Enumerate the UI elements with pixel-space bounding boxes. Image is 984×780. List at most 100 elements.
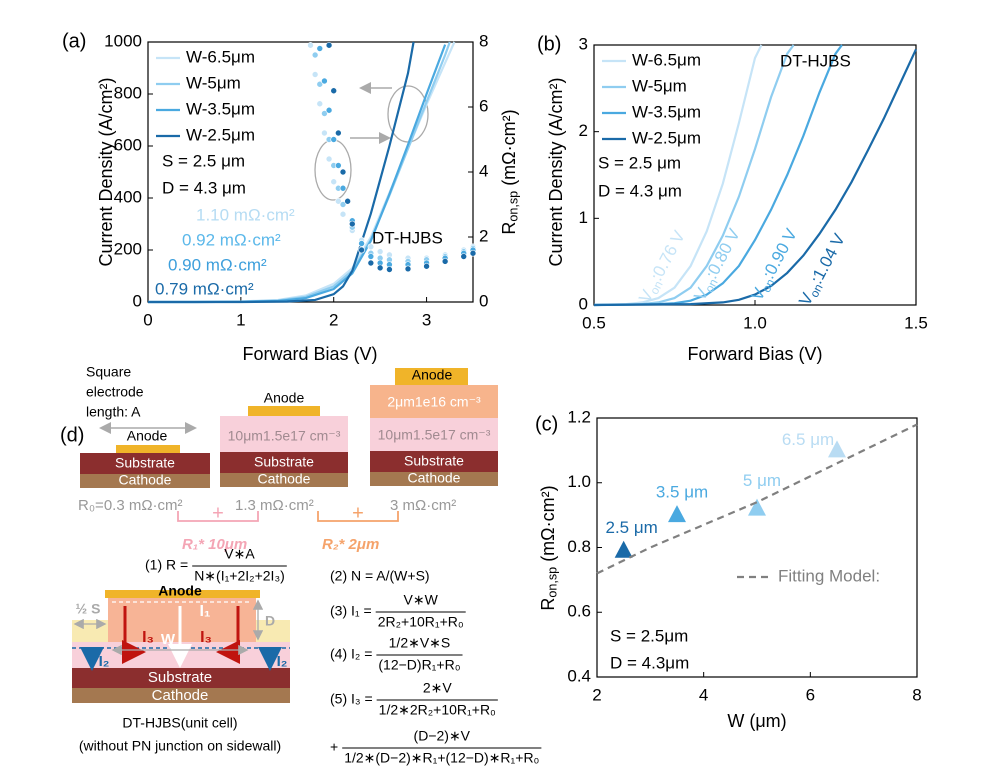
equation-numerator: 1/2∗V∗S xyxy=(389,635,451,651)
note: length: A xyxy=(86,404,141,420)
label-part: on,sp xyxy=(507,191,521,222)
x-tick-label: 0.5 xyxy=(582,313,606,332)
step-sign: + xyxy=(212,502,224,524)
ron-dot xyxy=(335,129,342,137)
ron-dot xyxy=(358,246,365,254)
point-label: 3.5 μm xyxy=(656,483,708,502)
ron-dot xyxy=(330,136,338,143)
point-label: 2.5 μm xyxy=(606,518,658,537)
equation-denominator: 2R₂+10R₁+R₀ xyxy=(378,614,464,630)
equation-numerator: 2∗V xyxy=(423,680,453,696)
legend-label: W-2.5μm xyxy=(186,125,255,144)
von-label: Von:1.04 V xyxy=(796,230,852,310)
note: Square xyxy=(86,364,131,380)
ron-dot xyxy=(339,201,347,208)
ron-dot xyxy=(335,197,342,205)
anode xyxy=(105,590,260,598)
cell-label: Substrate xyxy=(148,669,212,686)
drift-layer xyxy=(220,416,348,452)
equation: (2) N = A/(W+S) xyxy=(330,568,430,584)
layer-label: 2μm1e16 cm⁻³ xyxy=(387,394,481,410)
label-part: :1.04 V xyxy=(807,230,849,287)
note: electrode xyxy=(86,384,144,400)
label-part: (mΩ·cm²) xyxy=(499,109,519,190)
x-tick-label: 1.5 xyxy=(904,313,928,332)
x-tick-label: 3 xyxy=(422,310,431,329)
equation-denominator: N∗(I₁+2I₂+2I₃) xyxy=(194,568,285,584)
substrate xyxy=(220,452,348,473)
cell-label: I₁ xyxy=(199,603,210,620)
cell-label: ½ S xyxy=(76,601,101,617)
point-label: 5 μm xyxy=(743,471,781,490)
annotation: D = 4.3μm xyxy=(610,653,689,672)
ron-dot xyxy=(358,240,365,247)
ron-dot xyxy=(339,168,347,176)
y-axis-label: Ron,sp (mΩ·cm²) xyxy=(538,485,560,610)
panel-label: (a) xyxy=(62,30,86,52)
legend-label: W-5μm xyxy=(632,76,687,95)
label-part: on xyxy=(647,279,666,297)
y-tick-label: 3 xyxy=(579,34,588,53)
panel-label: (b) xyxy=(537,33,561,55)
equation-label: (5) I₃ = xyxy=(330,691,373,707)
series-line xyxy=(593,48,917,307)
ron-dot xyxy=(423,262,430,270)
y-tick-label: 0 xyxy=(133,291,142,310)
ron-dot xyxy=(307,41,314,49)
equation-label: (4) I₂ = xyxy=(330,646,372,662)
y-tick-label: 400 xyxy=(114,187,142,206)
y-axis-label: Current Density (A/cm²) xyxy=(96,77,116,266)
x-tick-label: 4 xyxy=(699,685,708,704)
ron-dot xyxy=(404,265,412,273)
ron-dot xyxy=(311,71,319,78)
y2-tick-label: 8 xyxy=(479,31,488,50)
ron-dot xyxy=(376,248,384,255)
substrate xyxy=(72,668,290,688)
y2-tick-label: 6 xyxy=(479,96,488,115)
resistance: 3 mΩ·cm² xyxy=(390,497,456,514)
series-line xyxy=(596,423,918,575)
annotation: DT-HJBS xyxy=(372,228,443,247)
y-tick-label: 2 xyxy=(579,121,588,140)
cell-label: W xyxy=(161,631,176,648)
ron-dot xyxy=(344,197,351,205)
label-part: (mΩ·cm²) xyxy=(538,485,558,566)
resistance: R₀=0.3 mΩ·cm² xyxy=(78,497,183,514)
y-tick-label: 600 xyxy=(114,135,142,154)
ron-dot xyxy=(316,80,324,88)
ron-dot xyxy=(321,110,328,117)
ron-dot xyxy=(316,100,324,108)
x-tick-label: 1.0 xyxy=(743,313,767,332)
series-line xyxy=(593,44,843,307)
legend-label: W-5μm xyxy=(186,73,241,92)
resistance: 1.3 mΩ·cm² xyxy=(235,497,314,514)
ron-dot xyxy=(330,178,338,186)
anode xyxy=(248,406,320,416)
y-tick-label: 0.6 xyxy=(567,602,591,621)
y2-axis-label: Ron,sp (mΩ·cm²) xyxy=(499,109,521,234)
y-tick-label: 1.2 xyxy=(567,407,591,426)
annotation: S = 2.5 μm xyxy=(598,153,681,172)
y2-tick-label: 4 xyxy=(479,161,488,180)
ron-dot xyxy=(367,243,375,251)
annotation: S = 2.5μm xyxy=(610,626,688,645)
y-tick-label: 1 xyxy=(579,208,588,227)
data-point xyxy=(748,498,766,516)
layer-label: Cathode xyxy=(258,471,311,487)
cathode xyxy=(370,472,498,486)
ron-dot xyxy=(376,264,384,272)
ron-dot xyxy=(325,106,333,114)
legend-label: Fitting Model: xyxy=(778,566,880,585)
label-part: on,sp xyxy=(546,567,560,598)
equation-numerator: (D−2)∗V xyxy=(414,728,471,744)
ron-dot xyxy=(348,220,356,228)
ron-dot xyxy=(325,41,333,49)
substrate xyxy=(80,453,210,474)
layer-label: Anode xyxy=(412,367,453,383)
panel-label: (c) xyxy=(535,413,558,435)
cell-label: I₃ xyxy=(200,629,212,646)
ron-dot xyxy=(469,249,477,257)
ron-dot xyxy=(441,258,449,265)
